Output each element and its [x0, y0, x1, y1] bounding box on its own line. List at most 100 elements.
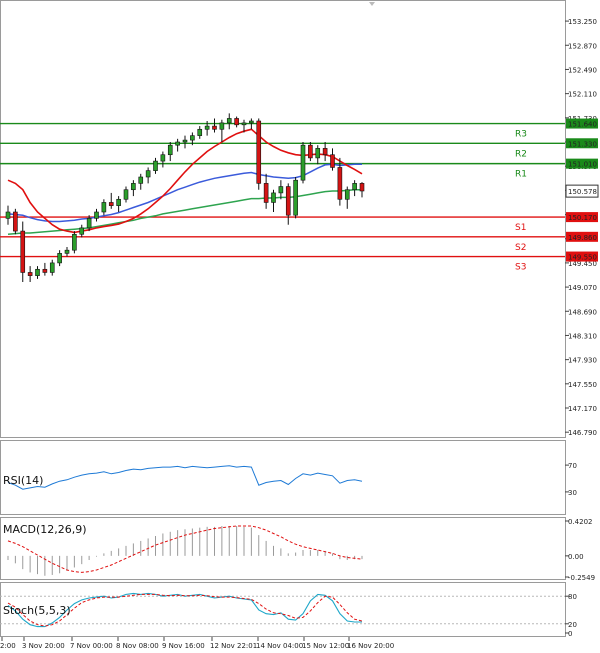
candle-body — [271, 192, 276, 203]
rsi-tick-label: 30 — [568, 489, 577, 497]
stoch-k-line — [7, 592, 362, 628]
macd-tick-label: 0.00 — [568, 553, 584, 561]
stoch-tick-label: 20 — [568, 621, 577, 629]
macd-label: MACD(12,26,9) — [3, 523, 87, 536]
candle-body — [160, 154, 166, 162]
x-axis-labels: 2:00 3 Nov 20:00 7 Nov 00:00 8 Nov 08:00 9 N… — [0, 637, 394, 650]
rsi-tick-label: 70 — [568, 462, 577, 470]
x-tick-label: 9 Nov 16:00 — [162, 642, 205, 650]
x-tick-label: 2:00 — [0, 642, 16, 650]
candle-body — [13, 211, 18, 232]
candle-body — [234, 118, 239, 126]
rsi-label: RSI(14) — [3, 474, 43, 487]
candle-body — [138, 176, 144, 184]
candle-body — [197, 128, 203, 136]
level-name-s3: S3 — [515, 263, 526, 273]
price-tick-label: 147.550 — [568, 381, 597, 389]
macd-group: 0.4202 0.00 -0.2549 MACD(12,26,9) — [3, 518, 595, 582]
rsi-line — [7, 465, 363, 490]
candle-body — [79, 227, 85, 235]
candle-body — [359, 183, 365, 192]
candle-body — [308, 144, 313, 159]
candle-body — [35, 268, 40, 276]
level-badge-r1 — [566, 158, 598, 169]
x-tick-label: 12 Nov 22:01 — [210, 642, 257, 650]
current-price-label: 150.578 — [568, 188, 597, 196]
candle-body — [204, 125, 210, 130]
level-name-s2: S2 — [515, 243, 526, 253]
stoch-d-line — [7, 593, 363, 627]
candle-body — [86, 218, 92, 229]
candle-body — [27, 272, 33, 276]
main-price-panel — [0, 0, 566, 438]
level-name-r3: R3 — [515, 130, 527, 140]
candle-body — [72, 233, 77, 251]
level-badge-r2 — [566, 138, 598, 149]
level-badge-label: 150.170 — [568, 214, 597, 222]
level-name-r1: R1 — [515, 170, 527, 180]
price-tick-label: 153.250 — [568, 18, 597, 26]
candle-body — [167, 144, 173, 156]
candle-body — [123, 189, 129, 200]
price-tick-label: 148.310 — [568, 332, 597, 340]
level-name-s1: S1 — [515, 223, 526, 233]
candle-body — [293, 179, 298, 216]
stoch-tick-label: 80 — [568, 593, 577, 601]
level-badge-s2 — [566, 231, 598, 242]
x-tick-label: 16 Nov 20:00 — [347, 642, 394, 650]
candle-body — [145, 170, 151, 178]
x-tick-label: 7 Nov 00:00 — [70, 642, 113, 650]
price-tick-label: 146.790 — [568, 429, 597, 437]
candle-body — [49, 262, 55, 273]
stoch-tick-label: 0 — [568, 630, 572, 638]
candle-body — [344, 189, 350, 200]
ma-green-line — [7, 188, 362, 236]
x-tick-label: 14 Nov 04:00 — [256, 642, 303, 650]
candle-body — [241, 122, 247, 126]
level-badges: 151.640 151.330 151.010 150.170 149.860 149.5… — [565, 118, 599, 262]
candles — [5, 113, 365, 282]
level-badge-s3 — [566, 251, 598, 262]
price-tick-label: 148.690 — [568, 308, 597, 316]
macd-panel — [0, 517, 566, 580]
level-badge-label: 151.330 — [568, 140, 597, 148]
candle-body — [175, 141, 180, 146]
macd-tick-label: 0.4202 — [568, 518, 593, 526]
candle-body — [226, 118, 232, 124]
price-tick-label: 149.070 — [568, 284, 597, 292]
price-tick-label: 152.490 — [568, 66, 597, 74]
scroll-marker-icon[interactable] — [369, 2, 375, 6]
candle-body — [42, 268, 48, 273]
level-badge-label: 151.010 — [568, 161, 597, 169]
price-tick-label: 149.450 — [568, 260, 597, 268]
candle-body — [330, 154, 335, 168]
price-tick-label: 147.930 — [568, 357, 597, 365]
candle-body — [57, 253, 62, 264]
rsi-panel — [0, 440, 566, 515]
price-tick-label: 147.170 — [568, 405, 597, 413]
candle-body — [352, 183, 357, 191]
macd-tick-label: -0.2549 — [568, 574, 595, 582]
level-name-r2: R2 — [515, 149, 527, 159]
candle-body — [190, 135, 195, 141]
level-badge-label: 149.860 — [568, 234, 597, 242]
stoch-label: Stoch(5,5,3) — [3, 604, 71, 617]
candle-body — [153, 160, 158, 171]
candle-body — [108, 202, 114, 206]
candle-body — [278, 186, 284, 194]
candle-body — [94, 211, 99, 219]
stoch-panel — [0, 582, 566, 637]
candle-body — [64, 249, 70, 254]
candle-body — [20, 230, 26, 273]
candle-body — [337, 167, 343, 200]
price-tick-label: 152.110 — [568, 91, 597, 99]
candle-body — [212, 125, 217, 130]
price-tick-label: 152.870 — [568, 42, 597, 50]
candle-body — [300, 144, 306, 181]
rsi-group: 70 30 RSI(14) — [3, 462, 577, 497]
stoch-group: 80 200 Stoch(5,5,3) — [0, 592, 577, 638]
candle-body — [219, 122, 225, 130]
level-badge-label: 149.550 — [568, 254, 597, 262]
candle-body — [322, 148, 328, 156]
